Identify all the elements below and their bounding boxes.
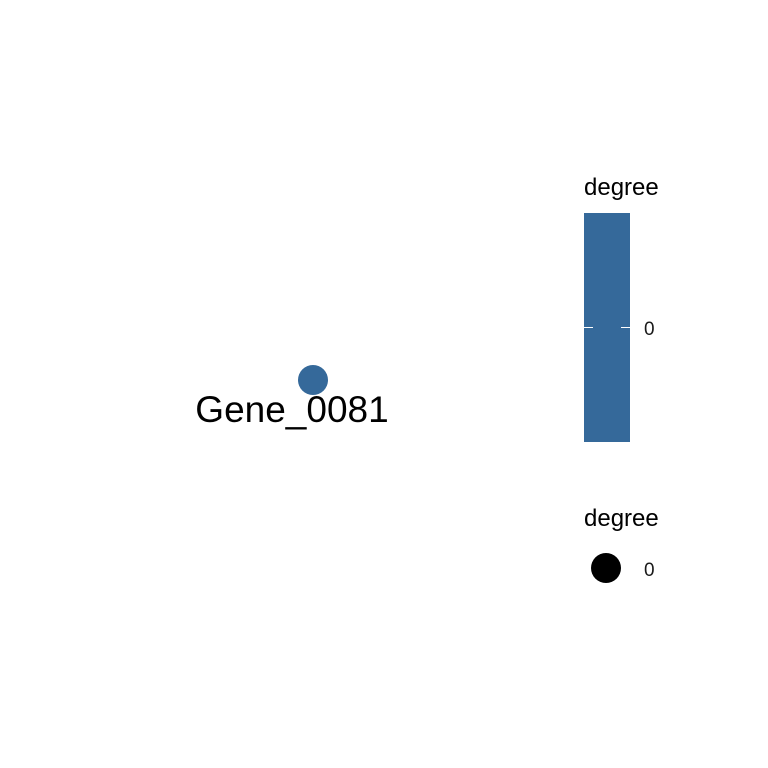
node-point <box>298 365 328 395</box>
size-legend-label: 0 <box>644 560 655 581</box>
node-label: Gene_0081 <box>195 389 388 430</box>
nodes-layer: Gene_0081 <box>195 365 389 430</box>
size-legend-key <box>591 553 621 583</box>
colorbar-tick-label: 0 <box>644 319 655 340</box>
color-legend: degree 0 <box>584 174 659 442</box>
size-legend-title: degree <box>584 505 659 532</box>
size-legend: degree 0 <box>584 505 659 583</box>
color-legend-title: degree <box>584 174 659 201</box>
